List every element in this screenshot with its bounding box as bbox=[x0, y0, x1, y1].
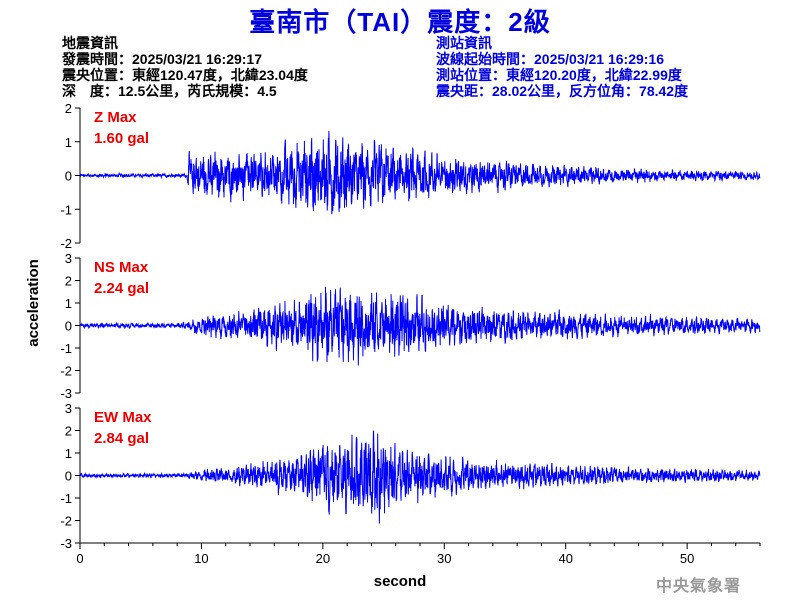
y-tick-label: 0 bbox=[65, 169, 72, 184]
max-label-z: Z Max bbox=[94, 109, 137, 126]
station-info-heading: 測站資訊 bbox=[436, 35, 492, 51]
max-label-ns: NS Max bbox=[94, 259, 149, 276]
y-tick-label: -3 bbox=[60, 386, 72, 401]
y-tick-label: 1 bbox=[65, 135, 72, 150]
max-value-z: 1.60 gal bbox=[94, 130, 149, 147]
x-axis-label: second bbox=[374, 573, 427, 590]
y-tick-label: -2 bbox=[60, 514, 72, 529]
x-tick-label: 20 bbox=[316, 551, 330, 566]
x-tick-label: 50 bbox=[680, 551, 694, 566]
epicenter-location: 震央位置：東經120.47度，北緯23.04度 bbox=[62, 67, 308, 83]
y-tick-label: 2 bbox=[65, 424, 72, 439]
x-tick-label: 0 bbox=[76, 551, 83, 566]
waveform-ns bbox=[79, 286, 761, 366]
event-info-heading: 地震資訊 bbox=[62, 35, 118, 51]
depth-magnitude: 深 度：12.5公里，芮氏規模：4.5 bbox=[62, 83, 277, 99]
y-tick-label: -1 bbox=[60, 491, 72, 506]
y-tick-label: -1 bbox=[60, 202, 72, 217]
x-tick-label: 30 bbox=[437, 551, 451, 566]
y-tick-label: 0 bbox=[65, 319, 72, 334]
y-tick-label: -2 bbox=[60, 364, 72, 379]
x-tick-label: 10 bbox=[194, 551, 208, 566]
max-value-ns: 2.24 gal bbox=[94, 280, 149, 297]
waveform-ew bbox=[79, 430, 761, 524]
y-tick-label: 3 bbox=[65, 401, 72, 416]
y-tick-label: 1 bbox=[65, 296, 72, 311]
distance-azimuth: 震央距：28.02公里，反方位角：78.42度 bbox=[436, 83, 689, 99]
y-tick-label: -3 bbox=[60, 536, 72, 551]
origin-time: 發震時間：2025/03/21 16:29:17 bbox=[62, 51, 262, 67]
y-tick-label: -2 bbox=[60, 236, 72, 251]
station-location: 測站位置：東經120.20度，北緯22.99度 bbox=[436, 67, 682, 83]
y-tick-label: 1 bbox=[65, 446, 72, 461]
max-label-ew: EW Max bbox=[94, 409, 152, 426]
waveform-z bbox=[79, 130, 761, 215]
y-tick-label: 2 bbox=[65, 274, 72, 289]
x-tick-label: 40 bbox=[558, 551, 572, 566]
y-tick-label: 0 bbox=[65, 469, 72, 484]
max-value-ew: 2.84 gal bbox=[94, 430, 149, 447]
watermark: 中央氣象署 bbox=[656, 576, 742, 595]
y-axis-label: acceleration bbox=[25, 259, 42, 347]
chart-title: 臺南市（TAI）震度：2級 bbox=[249, 7, 551, 37]
y-tick-label: -1 bbox=[60, 341, 72, 356]
y-tick-label: 2 bbox=[65, 101, 72, 116]
y-tick-label: 3 bbox=[65, 251, 72, 266]
station-info: 測站資訊 波線起始時間：2025/03/21 16:29:16 測站位置：東經1… bbox=[436, 35, 688, 99]
wave-start-time: 波線起始時間：2025/03/21 16:29:16 bbox=[436, 51, 664, 67]
event-info: 地震資訊 發震時間：2025/03/21 16:29:17 震央位置：東經120… bbox=[62, 35, 308, 99]
